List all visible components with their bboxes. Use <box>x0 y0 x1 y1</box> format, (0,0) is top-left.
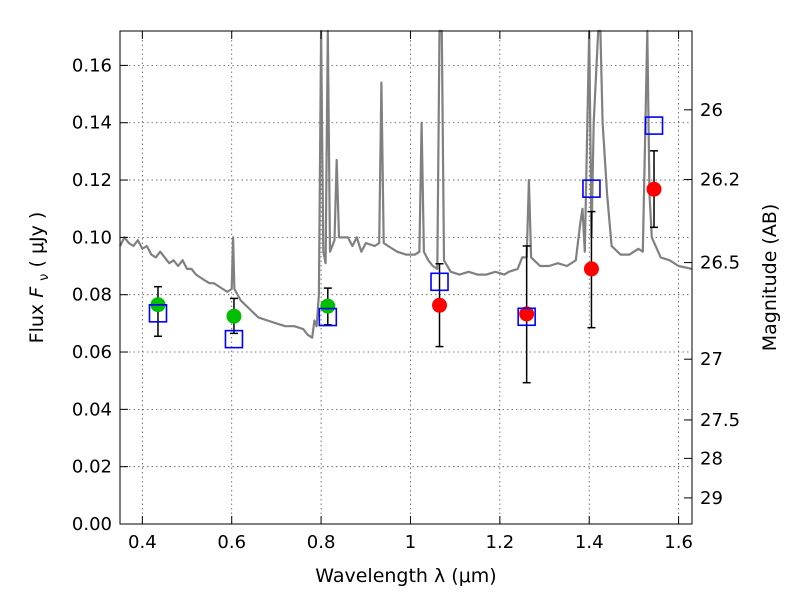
x-tick-label: 1.4 <box>575 532 604 553</box>
photometry-markers <box>148 116 664 349</box>
y2-axis-label: Magnitude (AB) <box>759 204 781 352</box>
y2-tick-label: 29 <box>700 488 723 509</box>
red-point <box>646 181 662 197</box>
x-tick-label: 0.6 <box>217 532 246 553</box>
red-point <box>432 297 448 313</box>
x-tick-labels: 0.4 0.6 0.8 1 1.2 1.4 1.6 <box>128 532 693 553</box>
blue-square <box>517 307 536 327</box>
y-axis-label: Flux F ν ( μJy ) <box>26 212 53 344</box>
y2-tick-label: 27 <box>700 349 723 370</box>
x-tick-label: 1 <box>405 532 416 553</box>
green-point <box>226 308 242 324</box>
y2-tick-label: 27.5 <box>700 410 740 431</box>
y-axis-label-flux: Flux <box>26 298 48 344</box>
x-tick-label: 1.6 <box>664 532 693 553</box>
y2-tick-labels: 26 26.2 26.5 27 27.5 28 29 <box>700 100 740 509</box>
y2-tick-label: 26.5 <box>700 253 740 274</box>
blue-square <box>430 272 449 292</box>
blue-square <box>582 179 601 198</box>
red-point <box>519 306 535 322</box>
y-axis-label-symbol: F <box>26 286 48 298</box>
y-tick-label: 0.14 <box>72 113 112 134</box>
blue-square <box>644 116 664 135</box>
model-spectrum <box>119 29 693 339</box>
x-axis-label: Wavelength λ (μm) <box>315 565 496 587</box>
y-tick-label: 0.08 <box>72 285 112 306</box>
y-tick-label: 0.04 <box>72 399 112 420</box>
y-axis-label-unit: ( μJy ) <box>26 212 48 268</box>
axis-ticks <box>120 31 692 525</box>
x-tick-label: 1.2 <box>486 532 515 553</box>
y-tick-label: 0.00 <box>72 514 112 535</box>
y-tick-label: 0.10 <box>72 227 112 248</box>
y2-tick-label: 26.2 <box>700 169 740 190</box>
model-spectrum-line <box>119 29 693 339</box>
plot-frame <box>119 30 693 525</box>
blue-square <box>318 307 338 327</box>
y2-tick-label: 26 <box>700 100 723 121</box>
y-tick-label: 0.06 <box>72 342 112 363</box>
x-tick-label: 0.8 <box>307 532 336 553</box>
y-tick-label: 0.02 <box>72 457 112 478</box>
blue-square <box>148 304 168 323</box>
y-tick-label: 0.12 <box>72 170 112 191</box>
y-tick-label: 0.16 <box>72 55 112 76</box>
blue-square <box>224 329 244 349</box>
x-tick-label: 0.4 <box>128 532 157 553</box>
grid-lines <box>120 31 692 525</box>
red-point <box>583 261 599 277</box>
y-axis-label-subscript: ν <box>37 274 52 281</box>
y-tick-labels: 0.00 0.02 0.04 0.06 0.08 0.10 0.12 0.14 0.16 <box>72 55 112 535</box>
y2-tick-label: 28 <box>700 448 723 469</box>
green-point <box>320 298 336 314</box>
